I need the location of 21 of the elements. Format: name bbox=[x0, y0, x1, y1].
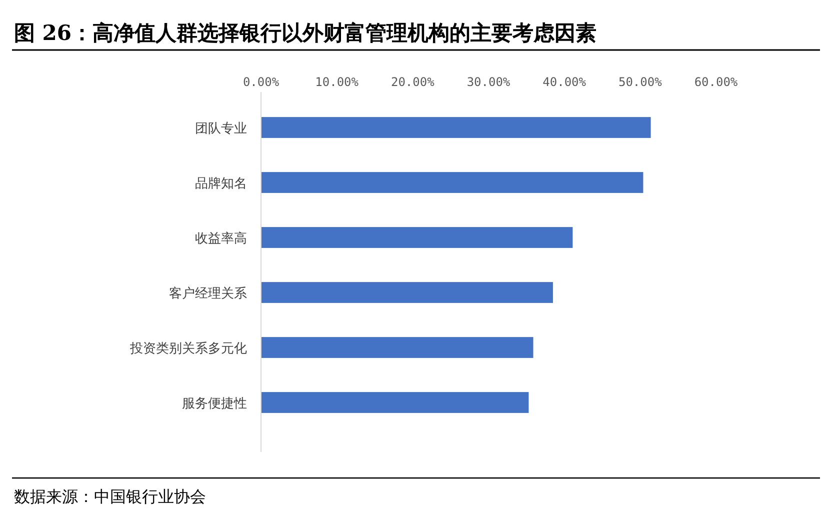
bar bbox=[261, 172, 644, 193]
x-tick-label: 30.00% bbox=[466, 75, 511, 89]
y-tick-label: 团队专业 bbox=[195, 122, 247, 136]
x-tick-label: 20.00% bbox=[390, 75, 436, 89]
y-tick-label: 客户经理关系 bbox=[169, 286, 247, 302]
bar bbox=[261, 117, 651, 138]
bar bbox=[261, 392, 529, 413]
y-tick-label: 服务便捷性 bbox=[182, 396, 247, 412]
x-tick-label: 50.00% bbox=[618, 75, 663, 89]
x-tick-label: 60.00% bbox=[694, 75, 738, 89]
y-tick-label: 品牌知名 bbox=[195, 176, 247, 192]
chart-title: 图 26：高净值人群选择银行以外财富管理机构的主要考虑因素 bbox=[14, 20, 597, 45]
x-tick-label: 0.00% bbox=[242, 75, 280, 89]
x-tick-label: 10.00% bbox=[315, 75, 360, 89]
x-tick-label: 40.00% bbox=[542, 75, 587, 89]
y-tick-label: 投资类别关系多元化 bbox=[129, 342, 247, 356]
bar bbox=[261, 337, 534, 358]
bar bbox=[261, 227, 573, 248]
y-tick-label: 收益率高 bbox=[195, 230, 247, 246]
bar bbox=[261, 282, 553, 303]
source-note: 数据来源：中国银行业协会 bbox=[14, 487, 206, 506]
